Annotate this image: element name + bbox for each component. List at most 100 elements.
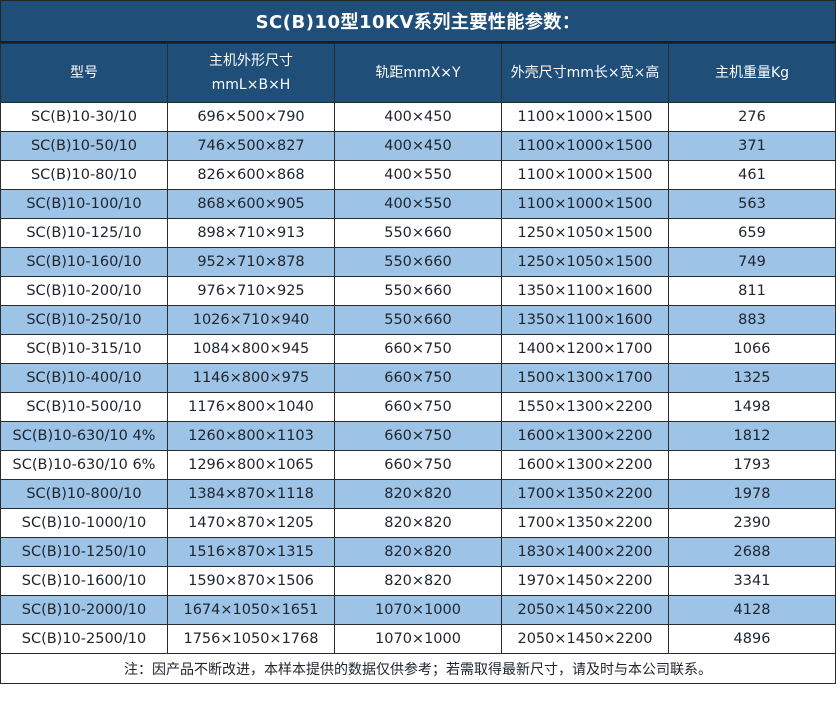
cell-rail-gauge: 550×660 <box>335 219 502 248</box>
cell-shell-size: 1970×1450×2200 <box>502 567 669 596</box>
cell-main-size: 826×600×868 <box>168 161 335 190</box>
cell-weight: 1066 <box>669 335 836 364</box>
table-row: SC(B)10-800/101384×870×1118820×8201700×1… <box>1 480 836 509</box>
footer-note: 注：因产品不断改进，本样本提供的数据仅供参考；若需取得最新尺寸，请及时与本公司联… <box>0 654 836 684</box>
cell-weight: 1812 <box>669 422 836 451</box>
cell-rail-gauge: 550×660 <box>335 306 502 335</box>
cell-rail-gauge: 820×820 <box>335 567 502 596</box>
cell-weight: 461 <box>669 161 836 190</box>
cell-weight: 749 <box>669 248 836 277</box>
cell-rail-gauge: 660×750 <box>335 364 502 393</box>
cell-model: SC(B)10-400/10 <box>1 364 168 393</box>
cell-rail-gauge: 400×550 <box>335 190 502 219</box>
cell-shell-size: 1100×1000×1500 <box>502 132 669 161</box>
column-header-rail-gauge: 轨距mmX×Y <box>335 44 502 103</box>
cell-shell-size: 1100×1000×1500 <box>502 161 669 190</box>
cell-weight: 883 <box>669 306 836 335</box>
cell-model: SC(B)10-630/10 6% <box>1 451 168 480</box>
cell-weight: 2688 <box>669 538 836 567</box>
cell-rail-gauge: 400×450 <box>335 132 502 161</box>
cell-main-size: 898×710×913 <box>168 219 335 248</box>
cell-model: SC(B)10-800/10 <box>1 480 168 509</box>
cell-rail-gauge: 1070×1000 <box>335 596 502 625</box>
spec-table-body: SC(B)10-30/10696×500×790400×4501100×1000… <box>1 103 836 654</box>
cell-weight: 276 <box>669 103 836 132</box>
column-header-main-size: 主机外形尺寸 mmL×B×H <box>168 44 335 103</box>
cell-main-size: 1470×870×1205 <box>168 509 335 538</box>
cell-rail-gauge: 660×750 <box>335 335 502 364</box>
cell-rail-gauge: 1070×1000 <box>335 625 502 654</box>
cell-weight: 1978 <box>669 480 836 509</box>
cell-weight: 659 <box>669 219 836 248</box>
cell-shell-size: 1700×1350×2200 <box>502 509 669 538</box>
cell-model: SC(B)10-80/10 <box>1 161 168 190</box>
column-header-model: 型号 <box>1 44 168 103</box>
header-row: 型号 主机外形尺寸 mmL×B×H 轨距mmX×Y 外壳尺寸mm长×宽×高 主机… <box>1 44 836 103</box>
cell-rail-gauge: 820×820 <box>335 480 502 509</box>
cell-weight: 2390 <box>669 509 836 538</box>
table-row: SC(B)10-630/10 4%1260×800×1103660×750160… <box>1 422 836 451</box>
cell-main-size: 1516×870×1315 <box>168 538 335 567</box>
cell-weight: 4896 <box>669 625 836 654</box>
cell-main-size: 952×710×878 <box>168 248 335 277</box>
column-header-shell-size: 外壳尺寸mm长×宽×高 <box>502 44 669 103</box>
cell-weight: 4128 <box>669 596 836 625</box>
page-title: SC(B)10型10KV系列主要性能参数： <box>0 0 836 43</box>
cell-weight: 563 <box>669 190 836 219</box>
table-row: SC(B)10-1600/101590×870×1506820×8201970×… <box>1 567 836 596</box>
cell-model: SC(B)10-630/10 4% <box>1 422 168 451</box>
spec-table: 型号 主机外形尺寸 mmL×B×H 轨距mmX×Y 外壳尺寸mm长×宽×高 主机… <box>0 43 836 654</box>
cell-model: SC(B)10-200/10 <box>1 277 168 306</box>
cell-rail-gauge: 400×550 <box>335 161 502 190</box>
cell-shell-size: 2050×1450×2200 <box>502 625 669 654</box>
cell-shell-size: 1500×1300×1700 <box>502 364 669 393</box>
cell-model: SC(B)10-100/10 <box>1 190 168 219</box>
cell-model: SC(B)10-2000/10 <box>1 596 168 625</box>
cell-shell-size: 1600×1300×2200 <box>502 451 669 480</box>
table-row: SC(B)10-315/101084×800×945660×7501400×12… <box>1 335 836 364</box>
cell-main-size: 976×710×925 <box>168 277 335 306</box>
table-row: SC(B)10-160/10952×710×878550×6601250×105… <box>1 248 836 277</box>
cell-main-size: 1296×800×1065 <box>168 451 335 480</box>
cell-rail-gauge: 820×820 <box>335 538 502 567</box>
cell-model: SC(B)10-125/10 <box>1 219 168 248</box>
cell-shell-size: 1600×1300×2200 <box>502 422 669 451</box>
cell-model: SC(B)10-2500/10 <box>1 625 168 654</box>
cell-main-size: 746×500×827 <box>168 132 335 161</box>
cell-main-size: 1384×870×1118 <box>168 480 335 509</box>
cell-weight: 3341 <box>669 567 836 596</box>
cell-main-size: 1176×800×1040 <box>168 393 335 422</box>
cell-weight: 811 <box>669 277 836 306</box>
cell-weight: 371 <box>669 132 836 161</box>
cell-main-size: 1590×870×1506 <box>168 567 335 596</box>
cell-shell-size: 1830×1400×2200 <box>502 538 669 567</box>
table-row: SC(B)10-500/101176×800×1040660×7501550×1… <box>1 393 836 422</box>
cell-shell-size: 1350×1100×1600 <box>502 277 669 306</box>
table-row: SC(B)10-400/101146×800×975660×7501500×13… <box>1 364 836 393</box>
cell-weight: 1325 <box>669 364 836 393</box>
cell-main-size: 1084×800×945 <box>168 335 335 364</box>
cell-main-size: 1260×800×1103 <box>168 422 335 451</box>
cell-shell-size: 1250×1050×1500 <box>502 248 669 277</box>
table-row: SC(B)10-200/10976×710×925550×6601350×110… <box>1 277 836 306</box>
cell-model: SC(B)10-315/10 <box>1 335 168 364</box>
cell-shell-size: 1550×1300×2200 <box>502 393 669 422</box>
cell-main-size: 1674×1050×1651 <box>168 596 335 625</box>
cell-shell-size: 1250×1050×1500 <box>502 219 669 248</box>
cell-main-size: 1756×1050×1768 <box>168 625 335 654</box>
table-row: SC(B)10-2500/101756×1050×17681070×100020… <box>1 625 836 654</box>
table-row: SC(B)10-1000/101470×870×1205820×8201700×… <box>1 509 836 538</box>
cell-main-size: 696×500×790 <box>168 103 335 132</box>
spec-sheet-page: SC(B)10型10KV系列主要性能参数： 型号 主机外形尺寸 mmL×B×H … <box>0 0 836 705</box>
cell-model: SC(B)10-500/10 <box>1 393 168 422</box>
table-row: SC(B)10-250/101026×710×940550×6601350×11… <box>1 306 836 335</box>
cell-main-size: 1146×800×975 <box>168 364 335 393</box>
cell-weight: 1793 <box>669 451 836 480</box>
cell-shell-size: 1100×1000×1500 <box>502 103 669 132</box>
cell-rail-gauge: 660×750 <box>335 422 502 451</box>
cell-model: SC(B)10-50/10 <box>1 132 168 161</box>
cell-model: SC(B)10-250/10 <box>1 306 168 335</box>
cell-rail-gauge: 660×750 <box>335 451 502 480</box>
spec-table-header: 型号 主机外形尺寸 mmL×B×H 轨距mmX×Y 外壳尺寸mm长×宽×高 主机… <box>1 44 836 103</box>
cell-model: SC(B)10-1250/10 <box>1 538 168 567</box>
